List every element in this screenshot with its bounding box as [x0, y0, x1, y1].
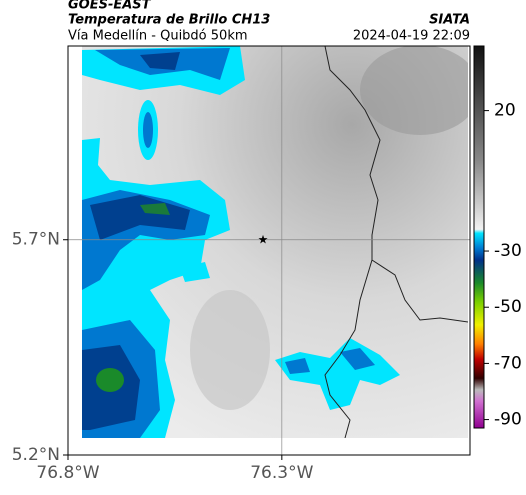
location-marker: ★: [258, 233, 269, 247]
colorbar: [473, 45, 485, 429]
colorbar-label: -50: [494, 297, 522, 317]
colorbar-label: -30: [494, 241, 522, 261]
subtitle: Temperatura de Brillo CH13: [68, 13, 270, 28]
cold-cloud: [140, 52, 180, 70]
title: GOES-EAST: [68, 0, 152, 13]
x-tick-label: 76.8°W: [36, 463, 99, 483]
colorbar-label: 20: [494, 101, 516, 121]
x-tick-label: 76.3°W: [250, 463, 313, 483]
colorbar-label: -70: [494, 353, 522, 373]
datetime: 2024-04-19 22:09: [353, 29, 470, 44]
source: SIATA: [429, 13, 470, 28]
cloud: [360, 46, 468, 135]
cold-cloud: [143, 112, 153, 148]
cloud: [190, 290, 270, 410]
cold-cloud: [275, 338, 400, 410]
y-tick-label: 5.2°N: [12, 445, 60, 465]
map-frame: [67, 45, 471, 456]
cold-cloud: [96, 368, 124, 392]
y-tick-label: 5.7°N: [12, 230, 60, 250]
colorbar-label: -90: [494, 410, 522, 430]
cold-cloud: [285, 348, 375, 374]
cold-cloud: [140, 203, 170, 215]
border: [324, 46, 468, 438]
cold-cloud: [180, 262, 210, 282]
location: Vía Medellín - Quibdó 50km: [68, 29, 248, 44]
imagery: [82, 46, 468, 438]
